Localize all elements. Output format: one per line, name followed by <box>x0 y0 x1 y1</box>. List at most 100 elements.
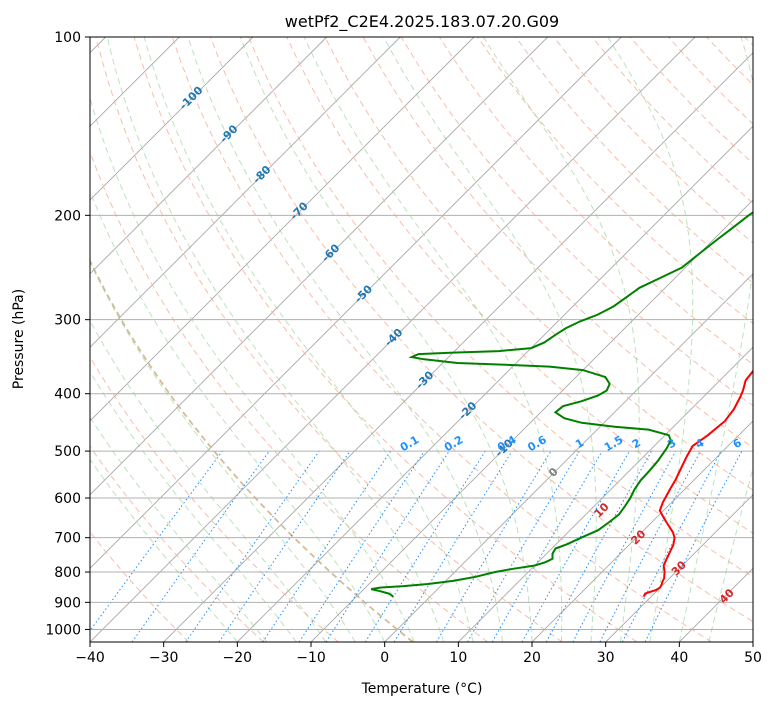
isotherm-line <box>384 273 753 642</box>
x-tick-label: −30 <box>149 650 179 666</box>
x-tick-label: 10 <box>449 650 467 666</box>
isotherm-line <box>90 37 622 569</box>
moist-adiabat-line <box>90 416 268 642</box>
dry-adiabat-line <box>668 37 753 125</box>
dry-adiabat-line <box>90 258 414 642</box>
moist-adiabat-label: 40 <box>717 586 737 606</box>
moist-adiabat-line <box>607 37 694 642</box>
isotherm-label: -40 <box>382 326 405 349</box>
isotherm-line <box>531 420 753 642</box>
y-tick-label: 100 <box>54 30 81 46</box>
inline-labels: -100-90-80-70-60-50-40-30-20-1000.1 0.2 0.… <box>177 84 773 607</box>
moist-adiabat-line <box>106 37 445 642</box>
dry-adiabat-line <box>286 37 753 534</box>
dry-adiabat-line <box>591 37 753 204</box>
y-tick-label: 700 <box>54 531 81 547</box>
y-tick-label: 800 <box>54 565 81 581</box>
x-tick-label: 40 <box>670 650 688 666</box>
y-tick-label: 500 <box>54 444 81 460</box>
moist-adiabat-line <box>187 37 503 642</box>
pressure-gridlines <box>90 37 753 630</box>
dry-adiabat-line <box>95 37 563 642</box>
isotherm-line <box>90 37 475 422</box>
mixing-ratio-line <box>545 450 653 642</box>
moist-adiabat-label: 20 <box>628 527 648 547</box>
moist-adiabat-line <box>303 37 563 642</box>
isotherm-line <box>752 641 753 642</box>
y-tick-label: 600 <box>54 491 81 507</box>
moist-adiabat-line <box>90 319 327 642</box>
x-tick-label: −40 <box>75 650 105 666</box>
temperature-profile-line <box>642 369 753 598</box>
mixing-ratio-line <box>572 450 677 642</box>
chart-title: wetPf2_C2E4.2025.183.07.20.G09 <box>285 12 559 32</box>
isotherm-label: -30 <box>413 368 436 391</box>
isotherm-label: 0 <box>546 465 561 480</box>
moist-adiabat-label: 10 <box>592 500 612 520</box>
y-tick-label: 1000 <box>45 622 81 638</box>
moist-adiabat-line <box>90 458 238 642</box>
moist-adiabat-line <box>678 37 753 642</box>
isotherm-line <box>90 37 254 201</box>
moist-adiabat-line <box>482 37 640 642</box>
mixing-ratio-label: 2 <box>630 436 643 451</box>
dry-adiabat-line <box>171 37 712 642</box>
mixing-ratio-label: 6 <box>731 436 744 451</box>
mixing-ratio-line <box>131 450 270 642</box>
x-axis-ticks: −40 −30 −20 −10 0 10 20 30 40 50 <box>75 642 762 666</box>
dry-adiabat-line <box>515 37 753 284</box>
x-tick-label: 0 <box>380 650 389 666</box>
mixing-ratio-line <box>185 450 320 642</box>
mixing-ratio-line <box>90 450 223 632</box>
dry-adiabat-line <box>90 150 488 642</box>
isotherm-line <box>90 37 696 642</box>
isotherm-line <box>90 37 549 496</box>
moist-adiabat-line <box>708 466 753 642</box>
moist-adiabat-line <box>383 37 597 642</box>
x-tick-label: 30 <box>597 650 615 666</box>
mixing-ratio-line <box>218 450 351 642</box>
x-tick-label: −10 <box>296 650 326 666</box>
mixing-ratio-line <box>644 450 743 642</box>
dry-adiabat-line <box>90 445 264 642</box>
moist-adiabat-line <box>90 370 297 642</box>
isotherm-line <box>90 37 328 275</box>
isotherm-label: -70 <box>288 199 311 222</box>
moist-adiabat-line <box>239 37 533 642</box>
x-tick-label: −20 <box>223 650 253 666</box>
mixing-ratio-line <box>262 450 392 642</box>
y-tick-label: 200 <box>54 208 81 224</box>
dry-adiabat-line <box>210 37 753 623</box>
moist-adiabat-line <box>90 189 386 642</box>
dry-adiabat-line <box>133 37 638 642</box>
x-axis-label: Temperature (°C) <box>361 681 483 697</box>
mixing-ratio-line <box>364 450 486 642</box>
mixing-ratio-label: 1 <box>573 436 586 451</box>
isotherm-line <box>457 346 753 642</box>
plot-frame <box>89 36 754 643</box>
moist-adiabat-line <box>143 37 474 642</box>
dry-adiabat-line <box>248 37 753 578</box>
y-tick-label: 400 <box>54 387 81 403</box>
dry-adiabat-line <box>706 37 753 86</box>
isotherm-line <box>90 37 401 348</box>
y-axis-label: Pressure (hPa) <box>11 289 27 389</box>
mixing-ratio-line <box>521 450 630 642</box>
isotherm-label: -80 <box>250 163 273 186</box>
dry-adiabat-line <box>553 37 753 244</box>
moist-adiabat-line <box>90 96 415 642</box>
mixing-ratio-line <box>325 450 450 642</box>
moist-adiabat-line <box>90 260 356 642</box>
mixing-ratio-line <box>393 450 513 642</box>
mixing-ratio-label: 8 <box>760 436 773 451</box>
x-tick-label: 50 <box>744 650 762 666</box>
isotherm-line <box>163 52 753 642</box>
background-lines <box>90 37 753 642</box>
mixing-ratio-line <box>599 450 701 642</box>
isotherm-line <box>678 567 753 642</box>
dry-adiabat-line <box>90 356 339 642</box>
x-tick-label: 20 <box>523 650 541 666</box>
dry-adiabat-line <box>90 531 190 642</box>
mixing-ratio-line <box>298 450 425 642</box>
